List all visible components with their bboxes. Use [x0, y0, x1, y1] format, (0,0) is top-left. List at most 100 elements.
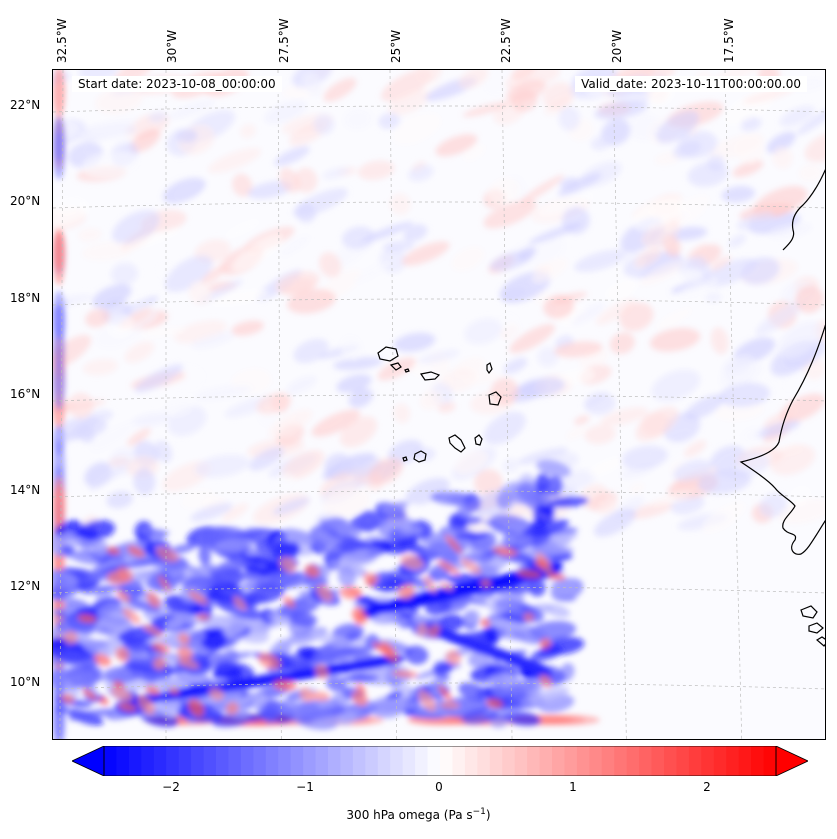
omega-cell — [122, 640, 163, 654]
colorbar-cell — [626, 746, 640, 776]
omega-cell — [266, 572, 314, 589]
omega-cell — [322, 167, 350, 180]
colorbar-cell — [328, 746, 341, 776]
omega-cell — [462, 143, 486, 162]
colorbar-cell — [477, 746, 491, 776]
lat-label-14n: 14°N — [10, 483, 41, 497]
omega-cell — [365, 549, 384, 557]
lat-label-16n: 16°N — [10, 387, 41, 401]
omega-cell — [511, 70, 536, 81]
omega-cell — [539, 674, 552, 688]
colorbar-cell — [303, 746, 317, 776]
omega-cell — [318, 252, 342, 278]
omega-cell — [348, 387, 373, 408]
island-sao-vicente — [389, 362, 402, 371]
omega-cell — [377, 613, 409, 625]
omega-cell — [142, 528, 167, 540]
omega-cell — [497, 548, 513, 556]
omega-cell — [480, 620, 528, 630]
omega-cell — [511, 655, 534, 670]
omega-cell — [676, 268, 704, 283]
omega-cell — [530, 646, 564, 662]
omega-cell — [363, 572, 379, 582]
omega-cell — [392, 112, 442, 146]
colorbar-outline — [103, 746, 777, 776]
omega-cell — [271, 472, 296, 491]
omega-cell — [438, 685, 453, 702]
omega-cell — [445, 534, 463, 554]
omega-cell — [458, 70, 489, 89]
omega-cell — [106, 547, 121, 555]
omega-cell — [82, 688, 97, 701]
omega-cell — [336, 374, 372, 393]
omega-cell — [131, 412, 172, 427]
omega-cell — [60, 544, 75, 557]
omega-cell — [440, 701, 460, 710]
omega-cell — [393, 332, 436, 352]
omega-cell — [323, 78, 357, 102]
omega-cell — [619, 302, 654, 332]
omega-cell — [605, 279, 638, 301]
start-date-annotation: Start date: 2023-10-08_00:00:00 — [72, 76, 282, 92]
omega-cell — [517, 447, 568, 465]
island-santa-luzia — [404, 368, 410, 373]
omega-cell — [357, 657, 390, 669]
meridian-line — [501, 70, 513, 739]
island-santiago — [448, 434, 466, 453]
omega-cell — [438, 614, 465, 632]
omega-cell — [678, 278, 719, 298]
omega-cell — [558, 106, 581, 131]
omega-cell — [198, 544, 211, 566]
colorbar-cell — [427, 746, 441, 776]
omega-cell — [245, 564, 264, 574]
omega-cell — [275, 271, 320, 295]
omega-cell — [584, 392, 616, 415]
omega-cell — [547, 496, 589, 508]
omega-cell — [175, 129, 198, 143]
omega-cell — [319, 518, 362, 537]
omega-cell — [155, 547, 179, 562]
omega-cell — [341, 674, 379, 683]
omega-cell — [295, 202, 317, 223]
omega-cell — [110, 687, 134, 702]
omega-cell — [600, 407, 649, 426]
omega-cell — [389, 193, 411, 215]
omega-cell — [539, 638, 551, 650]
omega-cell — [427, 625, 441, 637]
omega-cell — [92, 538, 109, 558]
lat-label-18n: 18°N — [10, 291, 41, 305]
omega-cell — [127, 545, 145, 558]
omega-cell — [779, 105, 815, 127]
omega-cell — [480, 579, 492, 588]
omega-cell — [110, 262, 138, 286]
omega-cell — [798, 164, 822, 182]
omega-cell — [257, 580, 277, 589]
parallel-line — [53, 394, 825, 402]
omega-cell — [161, 401, 194, 417]
omega-cell — [201, 264, 228, 284]
omega-cell — [714, 401, 765, 421]
omega-cell — [337, 712, 357, 726]
colorbar-cell — [726, 746, 740, 776]
colorbar-cell — [552, 746, 565, 776]
omega-cell — [341, 226, 375, 250]
omega-cell — [172, 613, 219, 627]
omega-cell — [400, 554, 424, 570]
omega-cell — [380, 641, 399, 664]
colorbar-cell — [141, 746, 155, 776]
omega-cell — [528, 222, 583, 244]
omega-cell — [207, 147, 262, 174]
omega-cell — [82, 358, 118, 376]
omega-cell — [217, 599, 262, 620]
omega-cell — [168, 543, 196, 555]
colorbar-cell — [489, 746, 503, 776]
colorbar-cell — [253, 746, 267, 776]
omega-cell — [523, 612, 534, 622]
omega-cell — [130, 128, 161, 153]
omega-cell — [98, 696, 109, 706]
omega-cell — [385, 691, 403, 700]
parallel-line — [53, 586, 825, 594]
colorbar-cell — [527, 746, 541, 776]
omega-cell — [403, 224, 428, 242]
lon-label-30w: 30°W — [165, 29, 179, 63]
